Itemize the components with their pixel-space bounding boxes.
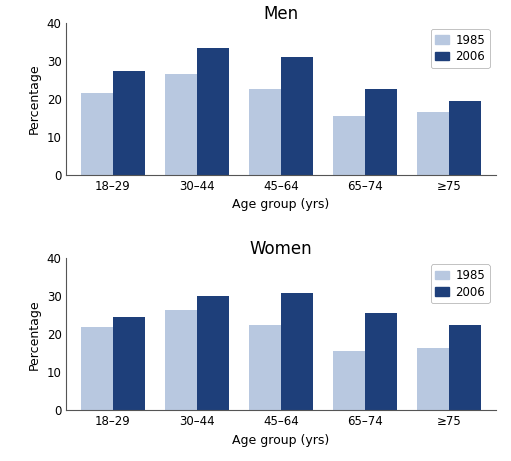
Bar xyxy=(333,351,365,410)
Title: Men: Men xyxy=(264,5,298,23)
Bar xyxy=(333,116,365,175)
X-axis label: Age group (yrs): Age group (yrs) xyxy=(233,198,330,211)
Y-axis label: Percentage: Percentage xyxy=(28,64,41,134)
Bar xyxy=(417,348,449,410)
Bar xyxy=(365,313,397,410)
X-axis label: Age group (yrs): Age group (yrs) xyxy=(233,434,330,447)
Bar xyxy=(249,325,281,410)
Bar xyxy=(281,57,313,175)
Legend: 1985, 2006: 1985, 2006 xyxy=(430,264,490,303)
Bar xyxy=(197,296,229,410)
Bar xyxy=(81,327,113,410)
Bar xyxy=(81,93,113,175)
Bar xyxy=(197,48,229,175)
Bar xyxy=(365,89,397,175)
Bar xyxy=(249,89,281,175)
Legend: 1985, 2006: 1985, 2006 xyxy=(430,29,490,68)
Bar xyxy=(449,325,481,410)
Bar xyxy=(113,317,145,410)
Bar xyxy=(449,101,481,175)
Bar xyxy=(417,112,449,175)
Bar xyxy=(165,310,197,410)
Bar xyxy=(165,74,197,175)
Bar xyxy=(281,293,313,410)
Bar xyxy=(113,71,145,175)
Y-axis label: Percentage: Percentage xyxy=(28,299,41,370)
Title: Women: Women xyxy=(250,240,312,258)
